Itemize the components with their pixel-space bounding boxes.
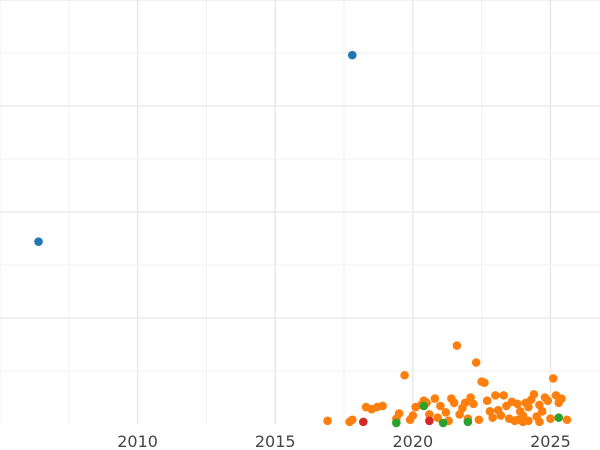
x-tick-label: 2010	[117, 432, 158, 450]
data-point	[480, 378, 489, 387]
data-point	[408, 411, 418, 420]
data-point	[392, 418, 401, 428]
data-point	[433, 413, 442, 422]
data-point	[441, 408, 451, 417]
data-point	[430, 394, 440, 403]
data-point	[499, 391, 508, 400]
data-point	[394, 409, 404, 418]
data-point	[554, 413, 564, 422]
data-point	[546, 414, 555, 424]
x-axis-ticks: 2010 2015 2020 2025	[117, 432, 571, 450]
data-point	[496, 411, 506, 420]
data-point	[513, 399, 522, 409]
data-point	[469, 399, 478, 409]
data-point	[491, 391, 500, 400]
data-point	[460, 398, 470, 408]
data-points	[34, 50, 572, 428]
data-point	[419, 401, 429, 411]
x-tick-label: 2025	[530, 432, 571, 450]
data-point	[347, 50, 357, 60]
data-point	[557, 394, 566, 403]
data-point	[471, 358, 481, 367]
data-point	[488, 413, 497, 422]
data-point	[438, 418, 448, 428]
data-point	[537, 406, 547, 416]
data-point	[548, 374, 558, 383]
data-point	[543, 396, 553, 405]
data-point	[524, 416, 533, 426]
data-point	[400, 370, 409, 380]
data-point	[474, 415, 484, 425]
data-point	[425, 416, 434, 426]
data-point	[34, 237, 43, 246]
data-point	[425, 410, 434, 419]
x-tick-label: 2020	[392, 432, 433, 450]
x-tick-label: 2015	[255, 432, 296, 450]
data-point	[562, 415, 572, 425]
data-point	[449, 398, 459, 408]
data-point	[436, 401, 445, 411]
data-point	[347, 415, 357, 425]
data-point	[359, 417, 368, 427]
data-point	[378, 401, 387, 411]
grid	[0, 0, 600, 424]
data-point	[535, 417, 544, 427]
data-point	[529, 390, 539, 399]
data-point	[452, 341, 462, 350]
data-point	[482, 396, 492, 405]
data-point	[323, 416, 332, 426]
data-point	[513, 415, 522, 425]
data-point	[524, 402, 533, 412]
data-point	[463, 417, 473, 427]
